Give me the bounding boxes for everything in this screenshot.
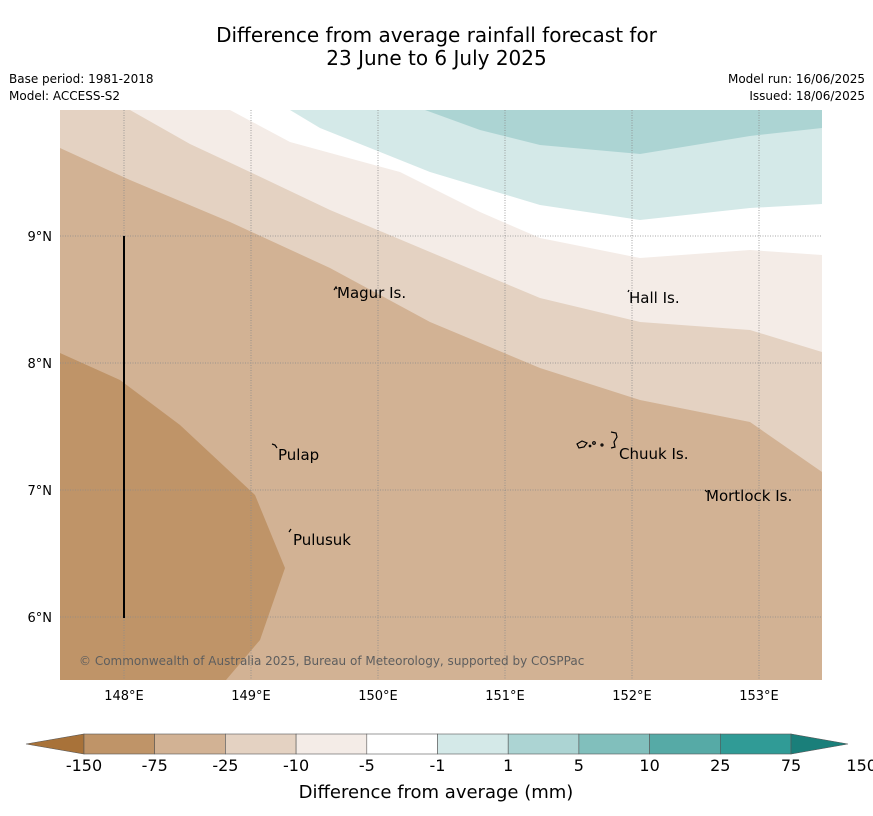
colorbar-label: 25 [710,756,730,775]
island-magur [333,285,338,291]
colorbar-right-arrow [790,733,849,755]
contour-bands [60,110,822,680]
lon-tick-150e: 150°E [358,689,398,704]
colorbar-segment [507,733,580,755]
island-pulusuk [288,528,292,533]
model-run-text: Model run: 16/06/2025 [727,72,865,86]
colorbar-title: Difference from average (mm) [299,782,574,803]
band-5-to-10 [425,110,822,154]
colorbar-label: 150 [846,756,873,775]
base-period-text: Base period: 1981-2018 [9,72,154,86]
colorbar-label: 5 [574,756,584,775]
colorbar-segment [83,733,155,755]
colorbar-labels: -150 -75 -25 -10 -5 -1 1 5 10 25 75 150 [66,756,873,775]
place-label-pulusuk: Pulusuk [293,531,351,549]
lon-tick-148e: 148°E [104,689,144,704]
colorbar-segment [719,733,792,755]
colorbar-label: -150 [66,756,102,775]
place-labels: Magur Is. Hall Is. Pulap Chuuk Is. Mortl… [278,284,792,549]
colorbar-segment [366,733,438,755]
place-label-hall: Hall Is. [629,289,680,307]
island-pulap [271,443,278,449]
lat-tick-9n: 9°N [28,230,53,245]
colorbar-label: -10 [283,756,309,775]
colorbar-segments [83,733,792,755]
colorbar-segment [154,733,226,755]
place-label-magur: Magur Is. [337,284,406,302]
map-title-line-2: 23 June to 6 July 2025 [326,46,547,70]
lat-tick-7n: 7°N [28,484,53,499]
latitude-ticks: 9°N 8°N 7°N 6°N [28,230,53,626]
place-label-chuuk: Chuuk Is. [619,445,688,463]
colorbar-label: 10 [639,756,659,775]
band-minus-75-to-minus-25 [60,353,285,680]
place-label-mortlock: Mortlock Is. [706,487,792,505]
lon-tick-151e: 151°E [485,689,525,704]
place-label-pulap: Pulap [278,446,319,464]
lon-tick-153e: 153°E [739,689,779,704]
map-title-line-1: Difference from average rainfall forecas… [216,23,657,47]
colorbar-segment [578,733,650,755]
island-chuuk [576,431,618,449]
meta-left: Base period: 1981-2018 Model: ACCESS-S2 [9,71,154,105]
island-hall [627,289,630,293]
island-mortlock [704,489,708,493]
colorbar-label: -5 [359,756,375,775]
colorbar-segment [649,733,721,755]
colorbar-segment [437,733,509,755]
colorbar-label: 1 [503,756,513,775]
issued-text: Issued: 18/06/2025 [749,89,865,103]
lat-tick-6n: 6°N [28,611,53,626]
island-outlines [271,285,708,533]
colorbar-left-arrow [25,733,85,755]
colorbar-label: 75 [781,756,801,775]
lat-tick-8n: 8°N [28,357,53,372]
colorbar: -150 -75 -25 -10 -5 -1 1 5 10 25 75 150 Difference … [25,733,873,803]
colorbar-segment [225,733,297,755]
meta-right: Model run: 16/06/2025 Issued: 18/06/2025 [728,71,865,105]
lon-tick-149e: 149°E [231,689,271,704]
colorbar-label: -75 [142,756,168,775]
model-text: Model: ACCESS-S2 [9,89,121,103]
colorbar-label: -25 [212,756,238,775]
lon-tick-152e: 152°E [612,689,652,704]
colorbar-label: -1 [430,756,446,775]
copyright-text: © Commonwealth of Australia 2025, Bureau… [79,654,584,668]
colorbar-segment [295,733,368,755]
longitude-ticks: 148°E 149°E 150°E 151°E 152°E 153°E [104,689,779,704]
